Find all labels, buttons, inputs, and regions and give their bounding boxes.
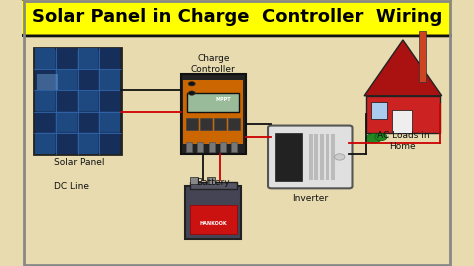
- Bar: [78, 134, 98, 154]
- Bar: [57, 134, 77, 154]
- Bar: [320, 134, 324, 180]
- Bar: [186, 142, 192, 152]
- Text: Solar Panel in Charge  Controller  Wiring: Solar Panel in Charge Controller Wiring: [32, 8, 442, 26]
- Circle shape: [375, 133, 387, 141]
- Bar: [57, 48, 77, 69]
- Bar: [100, 48, 120, 69]
- Bar: [35, 112, 55, 132]
- Text: Charge
Controller: Charge Controller: [191, 54, 236, 73]
- Bar: [366, 96, 439, 133]
- Bar: [35, 48, 121, 154]
- Bar: [78, 112, 98, 132]
- Bar: [207, 177, 216, 184]
- Text: Inverter: Inverter: [292, 194, 328, 203]
- Bar: [57, 112, 77, 132]
- Bar: [187, 93, 239, 112]
- Bar: [100, 134, 120, 154]
- Text: DC Line: DC Line: [54, 182, 89, 191]
- Bar: [309, 134, 312, 180]
- Bar: [35, 70, 55, 90]
- Bar: [326, 134, 329, 180]
- Bar: [228, 118, 240, 130]
- Text: HANKOOK: HANKOOK: [200, 221, 227, 226]
- Bar: [57, 91, 77, 111]
- Bar: [35, 134, 55, 154]
- Bar: [190, 182, 237, 189]
- Bar: [371, 102, 387, 119]
- Bar: [35, 48, 55, 69]
- Bar: [185, 186, 241, 239]
- Bar: [100, 70, 120, 90]
- Bar: [331, 134, 335, 180]
- Bar: [275, 133, 302, 181]
- Circle shape: [188, 91, 195, 95]
- Bar: [183, 80, 244, 144]
- Bar: [220, 142, 226, 152]
- Bar: [231, 142, 237, 152]
- Bar: [392, 110, 412, 133]
- Text: Battery: Battery: [197, 178, 230, 187]
- Circle shape: [366, 134, 382, 143]
- Bar: [209, 142, 215, 152]
- Bar: [78, 91, 98, 111]
- Bar: [35, 91, 55, 111]
- Bar: [78, 70, 98, 90]
- Bar: [314, 134, 318, 180]
- Bar: [214, 118, 227, 130]
- Polygon shape: [364, 40, 442, 96]
- Text: MPPT: MPPT: [215, 97, 231, 102]
- Bar: [186, 118, 199, 130]
- Circle shape: [188, 82, 195, 86]
- Bar: [100, 91, 120, 111]
- Bar: [100, 112, 120, 132]
- Text: Solar Panel: Solar Panel: [55, 158, 105, 167]
- Text: AC Loads in
Home: AC Loads in Home: [377, 131, 429, 151]
- Bar: [200, 118, 212, 130]
- Circle shape: [335, 154, 345, 160]
- Bar: [197, 142, 203, 152]
- Bar: [36, 74, 58, 90]
- Bar: [78, 48, 98, 69]
- FancyBboxPatch shape: [268, 126, 353, 188]
- FancyBboxPatch shape: [19, 0, 455, 36]
- Bar: [57, 70, 77, 90]
- Bar: [181, 74, 246, 154]
- Bar: [190, 177, 198, 184]
- Bar: [419, 31, 427, 82]
- Bar: [190, 205, 237, 234]
